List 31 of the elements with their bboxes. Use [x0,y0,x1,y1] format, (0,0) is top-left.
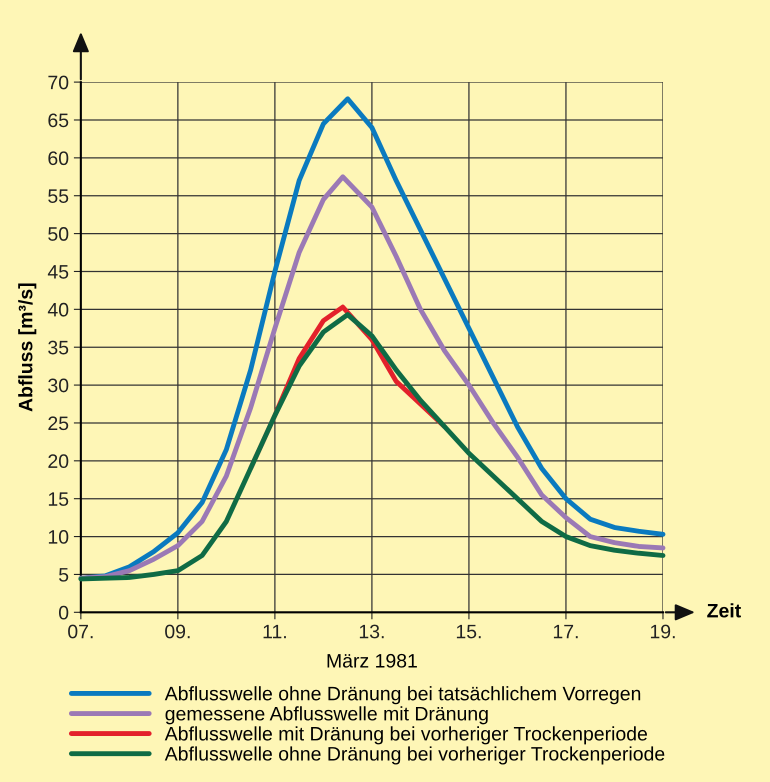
legend-label: gemessene Abflusswelle mit Dränung [166,706,488,724]
y-tick-label: 30 [48,378,68,392]
x-tick-label: 09. [165,624,190,638]
y-tick-label: 50 [48,227,68,241]
line-series [78,312,666,582]
line-series [78,174,666,581]
legend-label: Abflusswelle mit Dränung bei vorheriger Trockenperiode [164,726,647,744]
x-tick-label: 07. [68,624,93,638]
y-tick-label: 65 [48,113,68,128]
y-tick-label: 20 [48,454,68,468]
x-tick-label: 19. [650,624,675,638]
legend-label: Abflusswelle ohne Dränung bei tatsächlichem Vorregen [164,686,640,704]
y-tick-label: 60 [48,151,68,166]
y-tick-label: 35 [48,340,68,354]
y-tick-label: 5 [59,568,68,582]
y-tick-label: 25 [48,416,68,430]
x-tick-label: 13. [360,624,384,638]
y-tick-label: 55 [48,189,68,203]
y-tick-label: 40 [48,302,68,317]
y-axis-title: Abfluss [m³/s] [18,283,36,412]
x-tick-label: 17. [554,624,578,638]
x-tick-label: 15. [456,624,481,638]
y-tick-label: 45 [48,265,68,279]
y-tick-label: 15 [48,492,68,506]
y-tick-label: 0 [58,606,68,620]
y-tick-label: 10 [48,530,68,544]
y-tick-label: 70 [48,76,68,90]
x-axis-title: März 1981 [328,654,417,668]
x-tick-label: 11. [264,624,286,638]
legend-label: Abflusswelle ohne Dränung bei vorheriger Trockenperiode [164,746,664,764]
text: Zeit [707,603,741,618]
